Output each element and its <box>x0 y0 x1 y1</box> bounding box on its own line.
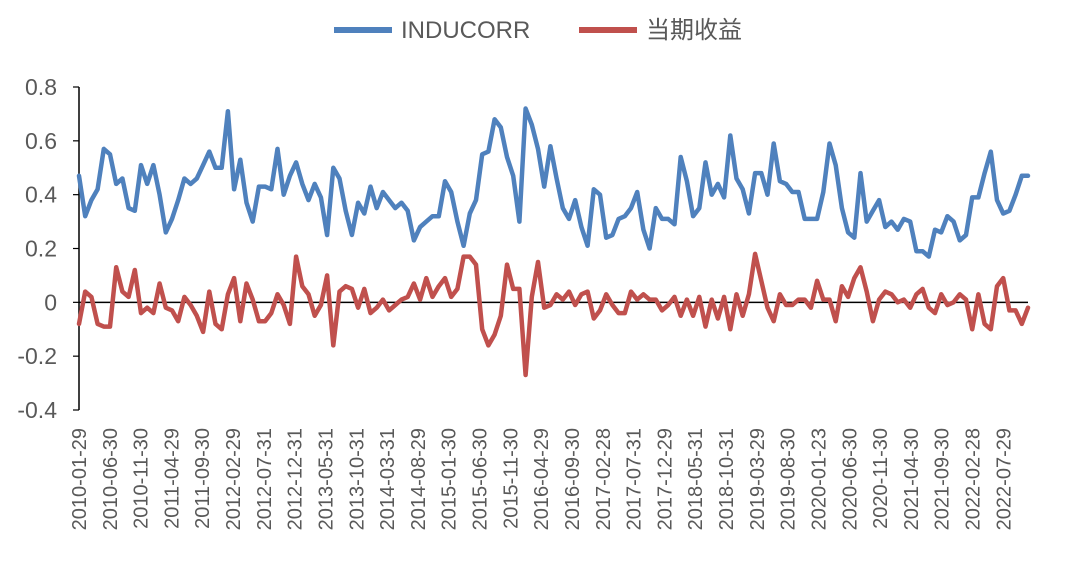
x-tick-label: 2014-03-31 <box>377 428 399 530</box>
x-tick-label: 2017-02-28 <box>593 428 615 530</box>
x-tick-label: 2013-10-31 <box>346 428 368 530</box>
x-tick-label: 2016-04-29 <box>531 428 553 530</box>
x-tick-label: 2022-07-29 <box>993 428 1015 530</box>
y-tick-label: 0.8 <box>25 74 57 100</box>
series-layer <box>76 106 1031 378</box>
x-tick-label: 2010-06-30 <box>100 428 122 530</box>
y-tick-label: 0.4 <box>25 182 57 208</box>
x-tick-label: 2018-05-31 <box>685 428 707 530</box>
x-tick-label: 2018-10-31 <box>716 428 738 530</box>
legend-label-1: INDUCORR <box>401 17 530 44</box>
x-tick-label: 2012-07-31 <box>254 428 276 530</box>
y-tick-label: -0.2 <box>17 343 57 369</box>
x-tick-label: 2019-03-29 <box>747 428 769 530</box>
x-tick-label: 2012-02-29 <box>223 428 245 530</box>
legend: INDUCORR 当期收益 <box>334 17 742 44</box>
x-tick-label: 2011-04-29 <box>161 428 183 529</box>
x-tick-label: 2022-02-28 <box>963 428 985 530</box>
x-tick-label: 2015-06-30 <box>470 428 492 530</box>
x-tick-label: 2020-06-30 <box>839 428 861 530</box>
x-tick-label: 2013-05-31 <box>315 428 337 530</box>
y-tick-label: -0.4 <box>17 397 57 423</box>
y-tick-label: 0 <box>44 289 57 315</box>
x-axis: 2010-01-29 2010-06-30 2010-11-30 2011-04-29… <box>69 301 1028 530</box>
y-axis: 0.8 0.6 0.4 0.2 0 -0.2 -0.4 <box>17 74 80 423</box>
x-tick-label: 2010-11-30 <box>131 428 153 529</box>
x-tick-label: 2020-11-30 <box>870 428 892 529</box>
x-tick-label: 2015-01-30 <box>439 428 461 530</box>
x-tick-label: 2020-01-23 <box>808 428 830 530</box>
x-tick-label: 2016-09-30 <box>562 428 584 530</box>
y-tick-label: 0.6 <box>25 128 57 154</box>
x-tick-label: 2017-07-31 <box>624 428 646 530</box>
legend-label-2: 当期收益 <box>646 17 742 44</box>
y-tick-label: 0.2 <box>25 236 57 262</box>
x-tick-label: 2012-12-31 <box>285 428 307 530</box>
x-tick-label: 2021-09-30 <box>932 428 954 530</box>
series-line-1 <box>76 106 1031 259</box>
x-tick-label: 2010-01-29 <box>69 428 91 530</box>
x-tick-label: 2014-08-29 <box>408 428 430 530</box>
x-tick-label: 2017-12-29 <box>654 428 676 530</box>
x-tick-label: 2011-09-30 <box>192 428 214 529</box>
x-tick-label: 2015-11-30 <box>500 428 522 529</box>
series-line-2 <box>76 251 1031 378</box>
x-tick-label: 2021-04-30 <box>901 428 923 530</box>
x-tick-label: 2019-08-30 <box>778 428 800 530</box>
